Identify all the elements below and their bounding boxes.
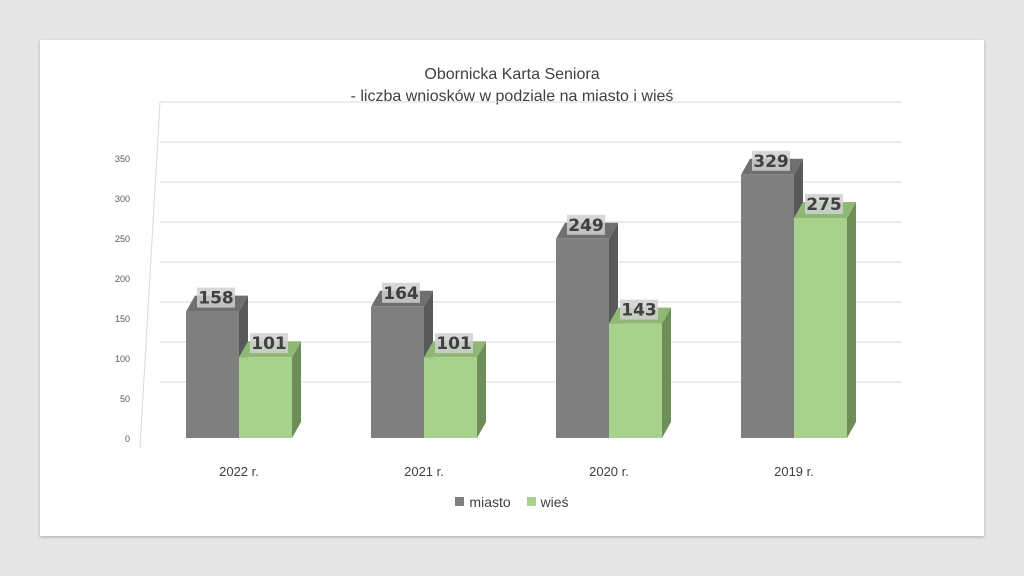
legend: miasto wieś bbox=[40, 493, 984, 510]
data-label-miasto-2-bg bbox=[567, 214, 605, 235]
y-tick-label: 300 bbox=[115, 194, 130, 204]
bar-side-wies-3 bbox=[847, 202, 856, 438]
legend-label-wies: wieś bbox=[540, 493, 569, 510]
data-label-miasto-1: 164 bbox=[383, 284, 419, 304]
x-tick-label: 2020 r. bbox=[589, 464, 629, 479]
data-label-wies-1-bg bbox=[435, 333, 473, 354]
data-label-miasto-0-bg bbox=[197, 287, 235, 308]
bar-wies-0 bbox=[239, 357, 292, 438]
bar-side-wies-1 bbox=[477, 341, 486, 438]
data-label-miasto-3: 329 bbox=[753, 152, 789, 172]
bar-chart: 0 50 100 150 200 250 300 350 158 101 2022 r. 164 101… bbox=[115, 101, 902, 479]
data-label-miasto-3-bg bbox=[752, 150, 790, 171]
legend-item-miasto: miasto bbox=[455, 493, 511, 510]
data-label-miasto-1-bg bbox=[382, 282, 420, 303]
bar-miasto-3 bbox=[741, 174, 794, 439]
slide: Obornicka Karta Seniora - liczba wnioskó… bbox=[40, 40, 984, 536]
chart-subtitle: - liczba wniosków w podziale na miasto i… bbox=[350, 88, 674, 105]
y-tick-label: 200 bbox=[115, 274, 130, 284]
chart-title-block: Obornicka Karta Seniora - liczba wnioskó… bbox=[40, 64, 984, 108]
data-label-wies-0-bg bbox=[250, 333, 288, 354]
legend-label-miasto: miasto bbox=[469, 493, 511, 510]
legend-item-wies: wieś bbox=[526, 493, 569, 510]
bar-wies-3 bbox=[794, 218, 847, 438]
bar-miasto-2 bbox=[556, 238, 609, 438]
y-tick-label: 150 bbox=[115, 314, 130, 324]
legend-swatch-miasto bbox=[455, 497, 465, 506]
y-tick-label: 250 bbox=[115, 234, 130, 244]
legend-swatch-wies bbox=[526, 497, 536, 506]
bar-wies-1 bbox=[424, 357, 477, 438]
data-label-wies-2: 143 bbox=[621, 301, 657, 321]
y-tick-label: 350 bbox=[115, 154, 130, 164]
data-label-miasto-0: 158 bbox=[198, 289, 234, 309]
bar-wies-2 bbox=[609, 323, 662, 438]
y-tick-label: 100 bbox=[115, 354, 130, 364]
data-label-wies-3-bg bbox=[805, 194, 843, 214]
x-tick-label: 2021 r. bbox=[404, 464, 444, 479]
x-tick-label: 2019 r. bbox=[774, 464, 814, 479]
chart-title: Obornicka Karta Seniora bbox=[424, 66, 600, 83]
data-label-miasto-2: 249 bbox=[568, 216, 604, 236]
axis-wall-edge bbox=[139, 101, 161, 449]
data-label-wies-3: 275 bbox=[806, 195, 842, 215]
data-label-wies-1: 101 bbox=[436, 334, 472, 354]
x-tick-label: 2022 r. bbox=[219, 464, 259, 479]
y-tick-label: 50 bbox=[120, 394, 130, 404]
bar-side-wies-2 bbox=[662, 307, 671, 438]
y-tick-label: 0 bbox=[125, 434, 130, 444]
data-label-wies-2-bg bbox=[620, 299, 658, 320]
bar-miasto-0 bbox=[186, 311, 239, 438]
data-label-wies-0: 101 bbox=[251, 334, 287, 354]
bar-side-wies-0 bbox=[292, 341, 301, 438]
bar-miasto-1 bbox=[371, 306, 424, 438]
